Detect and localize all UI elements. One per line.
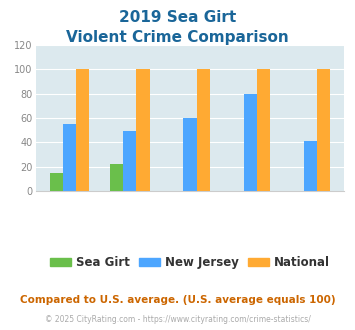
Bar <box>76 69 89 191</box>
Text: Compared to U.S. average. (U.S. average equals 100): Compared to U.S. average. (U.S. average … <box>20 295 335 305</box>
Text: © 2025 CityRating.com - https://www.cityrating.com/crime-statistics/: © 2025 CityRating.com - https://www.city… <box>45 315 310 324</box>
Bar <box>317 69 330 191</box>
Bar <box>197 69 210 191</box>
Text: 2019 Sea Girt: 2019 Sea Girt <box>119 10 236 25</box>
Bar <box>123 131 136 191</box>
Legend: Sea Girt, New Jersey, National: Sea Girt, New Jersey, National <box>45 251 335 274</box>
Bar <box>50 173 63 191</box>
Bar <box>257 69 270 191</box>
Bar <box>110 164 123 191</box>
Bar <box>244 93 257 191</box>
Bar <box>63 124 76 191</box>
Text: Violent Crime Comparison: Violent Crime Comparison <box>66 30 289 45</box>
Bar <box>304 141 317 191</box>
Bar <box>183 118 197 191</box>
Bar <box>136 69 149 191</box>
